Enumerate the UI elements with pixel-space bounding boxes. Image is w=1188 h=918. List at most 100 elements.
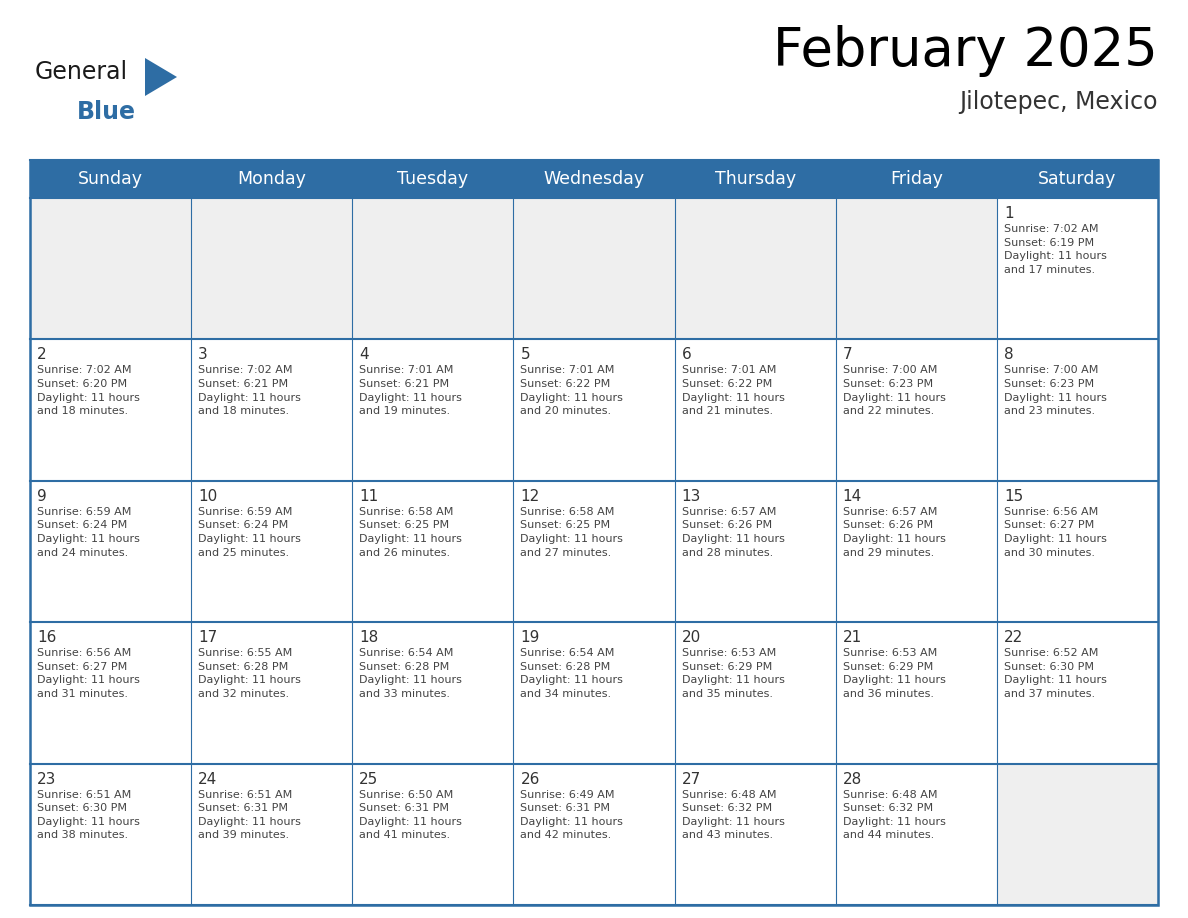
- Text: Sunrise: 7:02 AM
Sunset: 6:19 PM
Daylight: 11 hours
and 17 minutes.: Sunrise: 7:02 AM Sunset: 6:19 PM Dayligh…: [1004, 224, 1107, 274]
- Text: 24: 24: [198, 772, 217, 787]
- Bar: [513, 198, 675, 340]
- Text: 27: 27: [682, 772, 701, 787]
- Bar: [513, 622, 675, 764]
- Text: Sunrise: 6:53 AM
Sunset: 6:29 PM
Daylight: 11 hours
and 35 minutes.: Sunrise: 6:53 AM Sunset: 6:29 PM Dayligh…: [682, 648, 784, 699]
- Bar: [997, 340, 1158, 481]
- Text: Saturday: Saturday: [1038, 170, 1117, 188]
- Text: Sunrise: 6:58 AM
Sunset: 6:25 PM
Daylight: 11 hours
and 26 minutes.: Sunrise: 6:58 AM Sunset: 6:25 PM Dayligh…: [359, 507, 462, 557]
- Bar: [835, 481, 997, 622]
- Text: Sunrise: 6:54 AM
Sunset: 6:28 PM
Daylight: 11 hours
and 34 minutes.: Sunrise: 6:54 AM Sunset: 6:28 PM Dayligh…: [520, 648, 624, 699]
- Text: Sunrise: 6:53 AM
Sunset: 6:29 PM
Daylight: 11 hours
and 36 minutes.: Sunrise: 6:53 AM Sunset: 6:29 PM Dayligh…: [842, 648, 946, 699]
- Text: Sunrise: 6:57 AM
Sunset: 6:26 PM
Daylight: 11 hours
and 29 minutes.: Sunrise: 6:57 AM Sunset: 6:26 PM Dayligh…: [842, 507, 946, 557]
- Bar: [835, 764, 997, 905]
- Text: Sunrise: 6:56 AM
Sunset: 6:27 PM
Daylight: 11 hours
and 30 minutes.: Sunrise: 6:56 AM Sunset: 6:27 PM Dayligh…: [1004, 507, 1107, 557]
- Text: Blue: Blue: [77, 100, 135, 124]
- Text: Sunrise: 6:59 AM
Sunset: 6:24 PM
Daylight: 11 hours
and 25 minutes.: Sunrise: 6:59 AM Sunset: 6:24 PM Dayligh…: [198, 507, 301, 557]
- Text: 20: 20: [682, 630, 701, 645]
- Text: Sunrise: 6:49 AM
Sunset: 6:31 PM
Daylight: 11 hours
and 42 minutes.: Sunrise: 6:49 AM Sunset: 6:31 PM Dayligh…: [520, 789, 624, 840]
- Text: 25: 25: [359, 772, 379, 787]
- Text: 28: 28: [842, 772, 862, 787]
- Text: 15: 15: [1004, 488, 1023, 504]
- Text: Sunrise: 6:59 AM
Sunset: 6:24 PM
Daylight: 11 hours
and 24 minutes.: Sunrise: 6:59 AM Sunset: 6:24 PM Dayligh…: [37, 507, 140, 557]
- Bar: [997, 481, 1158, 622]
- Text: 14: 14: [842, 488, 862, 504]
- Text: 16: 16: [37, 630, 56, 645]
- Text: Tuesday: Tuesday: [397, 170, 468, 188]
- Text: Sunrise: 7:01 AM
Sunset: 6:21 PM
Daylight: 11 hours
and 19 minutes.: Sunrise: 7:01 AM Sunset: 6:21 PM Dayligh…: [359, 365, 462, 416]
- Text: Sunrise: 6:56 AM
Sunset: 6:27 PM
Daylight: 11 hours
and 31 minutes.: Sunrise: 6:56 AM Sunset: 6:27 PM Dayligh…: [37, 648, 140, 699]
- Text: Sunrise: 6:55 AM
Sunset: 6:28 PM
Daylight: 11 hours
and 32 minutes.: Sunrise: 6:55 AM Sunset: 6:28 PM Dayligh…: [198, 648, 301, 699]
- Text: 18: 18: [359, 630, 379, 645]
- Text: 11: 11: [359, 488, 379, 504]
- Text: Sunrise: 6:57 AM
Sunset: 6:26 PM
Daylight: 11 hours
and 28 minutes.: Sunrise: 6:57 AM Sunset: 6:26 PM Dayligh…: [682, 507, 784, 557]
- Bar: [191, 481, 353, 622]
- Bar: [675, 622, 835, 764]
- Text: 21: 21: [842, 630, 862, 645]
- Text: 22: 22: [1004, 630, 1023, 645]
- Bar: [675, 481, 835, 622]
- Text: Sunrise: 7:01 AM
Sunset: 6:22 PM
Daylight: 11 hours
and 20 minutes.: Sunrise: 7:01 AM Sunset: 6:22 PM Dayligh…: [520, 365, 624, 416]
- Bar: [191, 198, 353, 340]
- Text: Sunrise: 6:54 AM
Sunset: 6:28 PM
Daylight: 11 hours
and 33 minutes.: Sunrise: 6:54 AM Sunset: 6:28 PM Dayligh…: [359, 648, 462, 699]
- Text: 13: 13: [682, 488, 701, 504]
- Bar: [30, 340, 191, 481]
- Text: General: General: [34, 60, 128, 84]
- Text: 3: 3: [198, 347, 208, 363]
- Text: February 2025: February 2025: [773, 25, 1158, 77]
- Bar: [835, 340, 997, 481]
- Text: 26: 26: [520, 772, 539, 787]
- Polygon shape: [145, 58, 177, 96]
- Bar: [675, 198, 835, 340]
- Text: Monday: Monday: [238, 170, 307, 188]
- Bar: [191, 622, 353, 764]
- Text: Wednesday: Wednesday: [543, 170, 645, 188]
- Text: 8: 8: [1004, 347, 1013, 363]
- Bar: [675, 764, 835, 905]
- Bar: [30, 622, 191, 764]
- Bar: [30, 160, 1158, 905]
- Text: Sunrise: 6:51 AM
Sunset: 6:30 PM
Daylight: 11 hours
and 38 minutes.: Sunrise: 6:51 AM Sunset: 6:30 PM Dayligh…: [37, 789, 140, 840]
- Bar: [353, 622, 513, 764]
- Text: Sunday: Sunday: [78, 170, 143, 188]
- Text: 5: 5: [520, 347, 530, 363]
- Text: 19: 19: [520, 630, 539, 645]
- Text: 17: 17: [198, 630, 217, 645]
- Bar: [513, 764, 675, 905]
- Text: 7: 7: [842, 347, 852, 363]
- Text: Sunrise: 7:02 AM
Sunset: 6:21 PM
Daylight: 11 hours
and 18 minutes.: Sunrise: 7:02 AM Sunset: 6:21 PM Dayligh…: [198, 365, 301, 416]
- Bar: [353, 764, 513, 905]
- Bar: [835, 622, 997, 764]
- Text: 4: 4: [359, 347, 369, 363]
- Bar: [191, 340, 353, 481]
- Bar: [513, 340, 675, 481]
- Bar: [30, 160, 1158, 198]
- Text: Sunrise: 6:51 AM
Sunset: 6:31 PM
Daylight: 11 hours
and 39 minutes.: Sunrise: 6:51 AM Sunset: 6:31 PM Dayligh…: [198, 789, 301, 840]
- Text: Friday: Friday: [890, 170, 943, 188]
- Text: Sunrise: 6:58 AM
Sunset: 6:25 PM
Daylight: 11 hours
and 27 minutes.: Sunrise: 6:58 AM Sunset: 6:25 PM Dayligh…: [520, 507, 624, 557]
- Text: 1: 1: [1004, 206, 1013, 221]
- Text: 10: 10: [198, 488, 217, 504]
- Text: 23: 23: [37, 772, 56, 787]
- Bar: [30, 198, 191, 340]
- Bar: [675, 340, 835, 481]
- Bar: [997, 622, 1158, 764]
- Bar: [835, 198, 997, 340]
- Bar: [30, 764, 191, 905]
- Text: 12: 12: [520, 488, 539, 504]
- Bar: [353, 340, 513, 481]
- Text: Sunrise: 7:00 AM
Sunset: 6:23 PM
Daylight: 11 hours
and 22 minutes.: Sunrise: 7:00 AM Sunset: 6:23 PM Dayligh…: [842, 365, 946, 416]
- Bar: [191, 764, 353, 905]
- Text: Sunrise: 6:52 AM
Sunset: 6:30 PM
Daylight: 11 hours
and 37 minutes.: Sunrise: 6:52 AM Sunset: 6:30 PM Dayligh…: [1004, 648, 1107, 699]
- Text: Sunrise: 6:50 AM
Sunset: 6:31 PM
Daylight: 11 hours
and 41 minutes.: Sunrise: 6:50 AM Sunset: 6:31 PM Dayligh…: [359, 789, 462, 840]
- Text: Sunrise: 7:01 AM
Sunset: 6:22 PM
Daylight: 11 hours
and 21 minutes.: Sunrise: 7:01 AM Sunset: 6:22 PM Dayligh…: [682, 365, 784, 416]
- Text: Sunrise: 6:48 AM
Sunset: 6:32 PM
Daylight: 11 hours
and 43 minutes.: Sunrise: 6:48 AM Sunset: 6:32 PM Dayligh…: [682, 789, 784, 840]
- Bar: [997, 198, 1158, 340]
- Text: Sunrise: 6:48 AM
Sunset: 6:32 PM
Daylight: 11 hours
and 44 minutes.: Sunrise: 6:48 AM Sunset: 6:32 PM Dayligh…: [842, 789, 946, 840]
- Text: Sunrise: 7:00 AM
Sunset: 6:23 PM
Daylight: 11 hours
and 23 minutes.: Sunrise: 7:00 AM Sunset: 6:23 PM Dayligh…: [1004, 365, 1107, 416]
- Bar: [353, 198, 513, 340]
- Text: Sunrise: 7:02 AM
Sunset: 6:20 PM
Daylight: 11 hours
and 18 minutes.: Sunrise: 7:02 AM Sunset: 6:20 PM Dayligh…: [37, 365, 140, 416]
- Text: 2: 2: [37, 347, 46, 363]
- Bar: [513, 481, 675, 622]
- Text: Thursday: Thursday: [714, 170, 796, 188]
- Text: Jilotepec, Mexico: Jilotepec, Mexico: [960, 90, 1158, 114]
